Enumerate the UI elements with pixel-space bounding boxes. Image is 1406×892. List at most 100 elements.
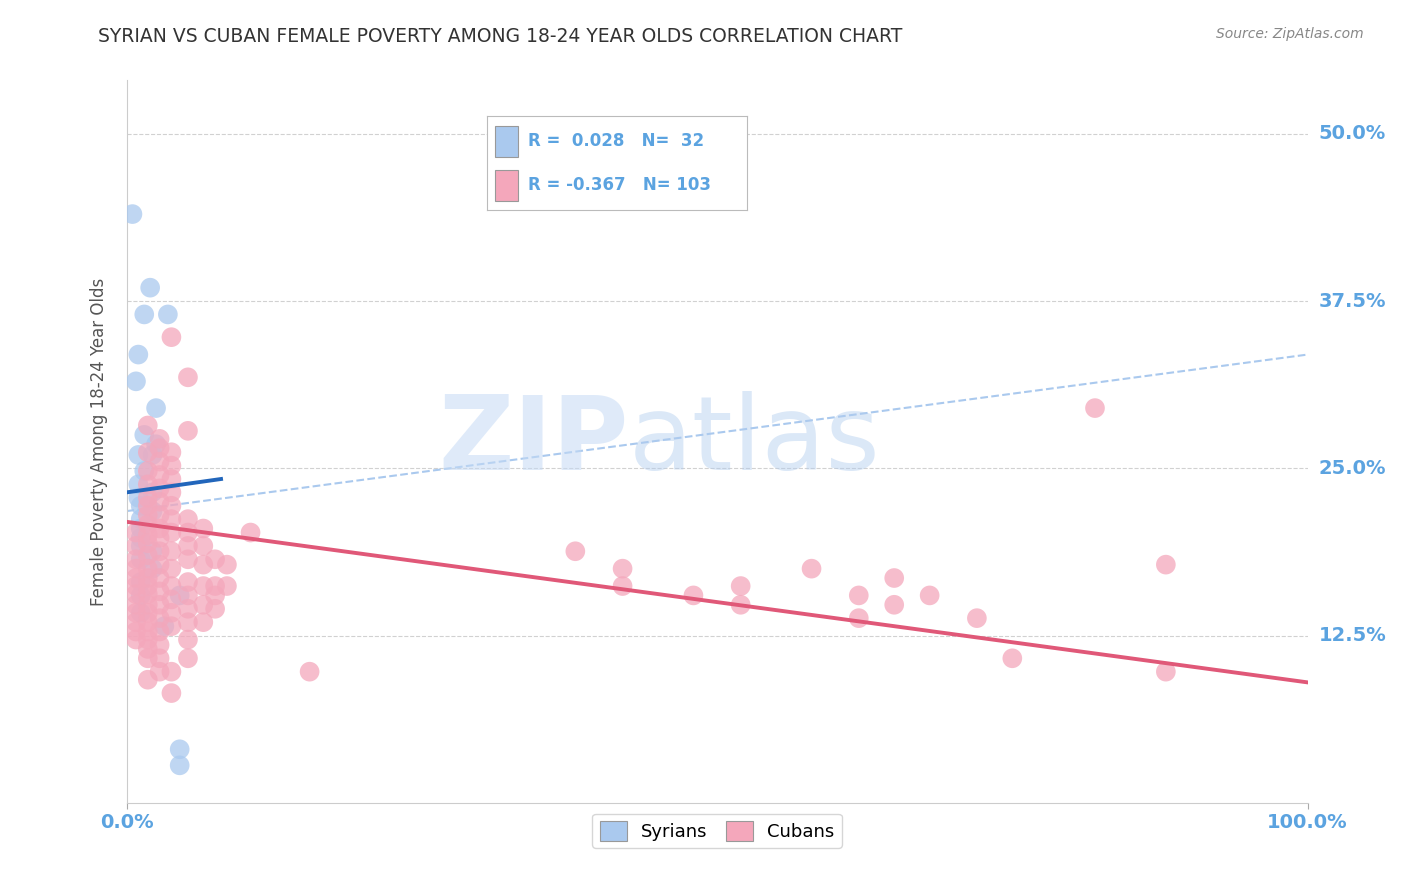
- Point: [136, 579, 159, 593]
- Point: [125, 525, 148, 540]
- Point: [160, 445, 183, 459]
- Point: [177, 589, 200, 603]
- Point: [169, 589, 191, 603]
- Text: 25.0%: 25.0%: [1319, 458, 1386, 478]
- Point: [129, 552, 152, 566]
- Point: [160, 472, 183, 486]
- Point: [177, 632, 200, 647]
- Point: [125, 598, 148, 612]
- Point: [129, 499, 152, 513]
- Point: [160, 606, 183, 620]
- Point: [149, 467, 172, 482]
- Point: [141, 544, 163, 558]
- Point: [160, 686, 183, 700]
- Point: [177, 370, 200, 384]
- Point: [204, 552, 226, 566]
- Point: [136, 615, 159, 630]
- Point: [1084, 401, 1107, 416]
- Point: [125, 579, 148, 593]
- Point: [145, 401, 167, 416]
- Point: [160, 562, 183, 576]
- Point: [136, 517, 159, 532]
- Point: [136, 464, 159, 478]
- Point: [129, 606, 152, 620]
- Point: [204, 579, 226, 593]
- Point: [125, 539, 148, 553]
- Point: [136, 536, 159, 550]
- Point: [136, 598, 159, 612]
- Point: [149, 521, 172, 535]
- Point: [149, 455, 172, 469]
- Point: [125, 606, 148, 620]
- Point: [136, 418, 159, 433]
- Point: [239, 525, 262, 540]
- Point: [193, 579, 215, 593]
- Point: [136, 499, 159, 513]
- Point: [129, 531, 152, 545]
- Point: [160, 330, 183, 344]
- Point: [177, 552, 200, 566]
- Point: [125, 632, 148, 647]
- Point: [149, 571, 172, 585]
- Point: [127, 491, 149, 505]
- Point: [149, 482, 172, 496]
- Point: [160, 499, 183, 513]
- Point: [298, 665, 321, 679]
- Point: [848, 589, 870, 603]
- Point: [125, 624, 148, 639]
- Point: [1154, 665, 1177, 679]
- Point: [160, 592, 183, 607]
- Point: [136, 624, 159, 639]
- Point: [177, 512, 200, 526]
- Point: [127, 477, 149, 491]
- Point: [160, 579, 183, 593]
- Point: [682, 589, 704, 603]
- Point: [1001, 651, 1024, 665]
- Point: [136, 606, 159, 620]
- Point: [141, 504, 163, 518]
- Point: [177, 539, 200, 553]
- Point: [160, 665, 183, 679]
- Point: [215, 579, 238, 593]
- Point: [136, 571, 159, 585]
- Point: [149, 494, 172, 508]
- Point: [169, 742, 191, 756]
- Point: [177, 602, 200, 616]
- Point: [136, 562, 159, 576]
- Point: [215, 558, 238, 572]
- Point: [193, 598, 215, 612]
- Legend: Syrians, Cubans: Syrians, Cubans: [592, 814, 842, 848]
- Point: [136, 632, 159, 647]
- Point: [125, 587, 148, 601]
- Point: [149, 651, 172, 665]
- Point: [177, 651, 200, 665]
- Point: [149, 558, 172, 572]
- Point: [136, 587, 159, 601]
- Point: [160, 458, 183, 473]
- Point: [156, 307, 179, 322]
- Point: [160, 619, 183, 633]
- Point: [125, 375, 148, 389]
- Point: [149, 432, 172, 446]
- Point: [129, 512, 152, 526]
- Point: [134, 464, 156, 478]
- Text: Source: ZipAtlas.com: Source: ZipAtlas.com: [1216, 27, 1364, 41]
- Point: [136, 491, 159, 505]
- Point: [149, 638, 172, 652]
- Point: [193, 558, 215, 572]
- Point: [193, 539, 215, 553]
- Point: [612, 579, 634, 593]
- Point: [145, 437, 167, 451]
- Point: [918, 589, 941, 603]
- Point: [136, 508, 159, 523]
- Point: [139, 281, 162, 295]
- Point: [149, 442, 172, 455]
- Point: [149, 531, 172, 545]
- Point: [129, 575, 152, 590]
- Y-axis label: Female Poverty Among 18-24 Year Olds: Female Poverty Among 18-24 Year Olds: [90, 277, 108, 606]
- Point: [160, 512, 183, 526]
- Point: [141, 562, 163, 576]
- Text: 12.5%: 12.5%: [1319, 626, 1386, 645]
- Point: [177, 575, 200, 590]
- Point: [149, 544, 172, 558]
